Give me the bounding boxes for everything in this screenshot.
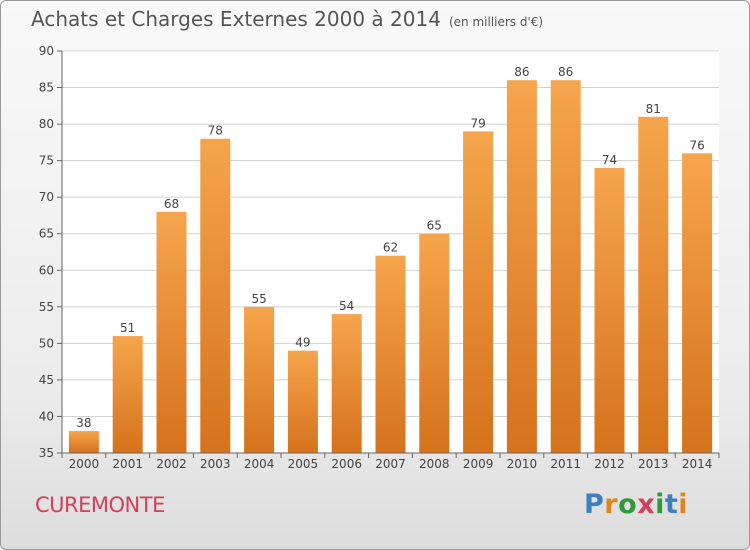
x-tick-label: 2005: [288, 457, 319, 471]
chart-subtitle: (en milliers d'€): [448, 15, 544, 29]
x-tick-label: 2008: [419, 457, 450, 471]
data-label: 86: [514, 65, 529, 79]
y-tick-label: 55: [39, 300, 54, 314]
y-tick-label: 50: [39, 336, 54, 350]
x-tick-label: 2006: [331, 457, 362, 471]
data-label: 78: [208, 124, 223, 138]
x-tick-label: 2010: [507, 457, 538, 471]
y-tick-label: 65: [39, 227, 54, 241]
x-tick-label: 2003: [200, 457, 231, 471]
bar: [244, 306, 275, 453]
proxiti-logo[interactable]: Proxiti: [584, 489, 688, 520]
y-tick-label: 45: [39, 373, 54, 387]
x-tick-label: 2013: [638, 457, 669, 471]
x-tick-label: 2002: [156, 457, 187, 471]
logo-letter: x: [637, 489, 656, 520]
bar: [68, 431, 99, 453]
data-label: 68: [164, 197, 179, 211]
bar: [287, 350, 318, 453]
logo-letter: r: [604, 489, 619, 520]
x-tick-label: 2004: [244, 457, 275, 471]
bars-layer: [68, 80, 713, 454]
bar: [419, 233, 450, 453]
x-tick-label: 2014: [682, 457, 713, 471]
y-tick-label: 90: [39, 44, 54, 58]
bar: [594, 167, 625, 454]
y-tick-label: 40: [39, 409, 54, 423]
bar: [506, 80, 537, 454]
x-tick-label: 2011: [550, 457, 581, 471]
y-tick-label: 80: [39, 117, 54, 131]
y-tick-label: 35: [39, 446, 54, 460]
data-label: 65: [427, 219, 442, 233]
y-tick-label: 75: [39, 154, 54, 168]
data-label: 38: [76, 416, 91, 430]
data-label: 49: [295, 336, 310, 350]
bar: [682, 153, 713, 453]
x-tick-label: 2001: [112, 457, 143, 471]
data-label: 79: [470, 116, 485, 130]
logo-letter: i: [655, 489, 665, 520]
logo-letter: t: [664, 489, 679, 520]
chart-title: Achats et Charges Externes 2000 à 2014 (e…: [31, 7, 543, 31]
x-tick-label: 2007: [375, 457, 406, 471]
bar: [112, 336, 143, 453]
y-tick-label: 70: [39, 190, 54, 204]
bar: [463, 131, 494, 453]
data-label: 74: [602, 153, 617, 167]
y-tick-label: 85: [39, 81, 54, 95]
bar: [375, 255, 406, 453]
data-label: 55: [251, 292, 266, 306]
data-label: 62: [383, 241, 398, 255]
x-tick-label: 2000: [69, 457, 100, 471]
logo-letter: P: [584, 489, 605, 520]
x-tick-label: 2009: [463, 457, 494, 471]
logo-letter: o: [618, 489, 638, 520]
data-labels-layer: 38 51 68 78 55 49 54 62 65 79 86 86 74 81 76: [76, 65, 704, 430]
bar: [200, 138, 231, 453]
data-label: 54: [339, 299, 354, 313]
y-axis: 35 40 45 50 55 60 65 70 75 80 85 90: [39, 44, 63, 460]
chart-title-text: Achats et Charges Externes 2000 à 2014: [31, 7, 441, 31]
data-label: 76: [689, 138, 704, 152]
data-label: 51: [120, 321, 135, 335]
y-tick-label: 60: [39, 263, 54, 277]
data-label: 81: [646, 102, 661, 116]
x-tick-label: 2012: [594, 457, 625, 471]
bar: [638, 116, 669, 454]
logo-letter: i: [678, 489, 689, 520]
bar: [156, 211, 187, 453]
bar: [331, 314, 362, 453]
x-axis: 2000 2001 2002 2003 2004 2005 2006 2007 2008 2009…: [61, 452, 720, 471]
data-label: 86: [558, 65, 573, 79]
commune-name: CUREMONTE: [35, 493, 165, 517]
bar: [550, 80, 581, 454]
